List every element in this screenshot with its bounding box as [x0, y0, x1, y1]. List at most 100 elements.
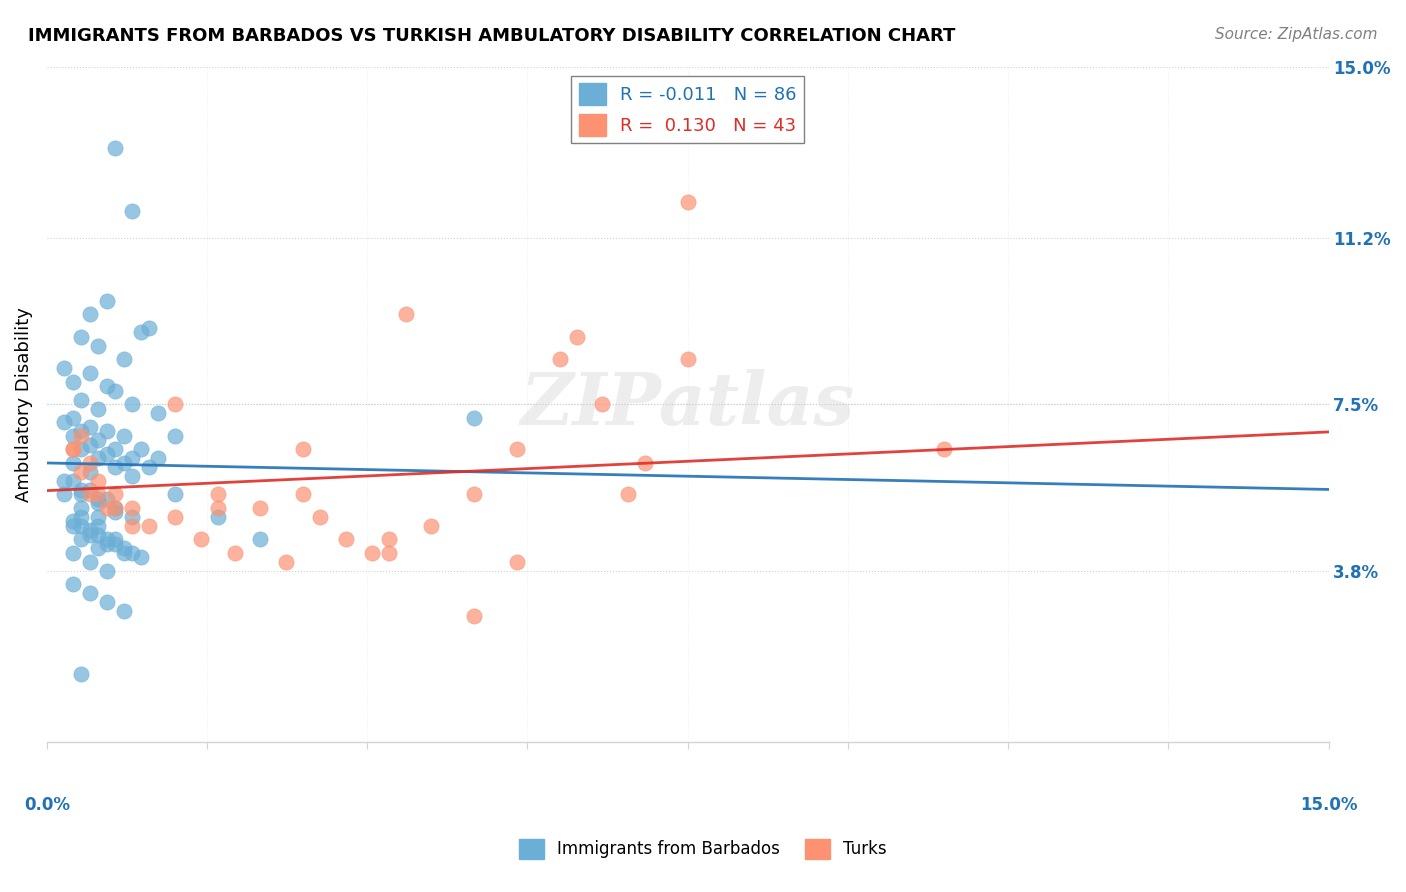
Point	[70, 509, 93, 524]
Point	[676, 194, 699, 209]
Point	[70, 424, 93, 438]
Point	[87, 527, 110, 541]
Point	[165, 487, 187, 501]
Point	[96, 424, 118, 438]
Point	[96, 564, 118, 578]
Point	[70, 487, 93, 501]
Point	[87, 491, 110, 506]
Y-axis label: Ambulatory Disability: Ambulatory Disability	[15, 307, 32, 501]
Point	[87, 509, 110, 524]
Point	[104, 442, 127, 456]
Point	[62, 546, 84, 560]
Point	[121, 469, 143, 483]
Point	[276, 555, 298, 569]
Point	[79, 465, 101, 479]
Point	[129, 550, 152, 565]
Point	[70, 532, 93, 546]
Point	[96, 293, 118, 308]
Point	[87, 474, 110, 488]
Point	[112, 428, 135, 442]
Point	[104, 532, 127, 546]
Point	[96, 447, 118, 461]
Point	[129, 442, 152, 456]
Point	[138, 320, 160, 334]
Point	[62, 456, 84, 470]
Point	[96, 532, 118, 546]
Point	[112, 541, 135, 555]
Point	[249, 500, 271, 515]
Point	[104, 460, 127, 475]
Point	[104, 487, 127, 501]
Point	[112, 456, 135, 470]
Point	[309, 509, 332, 524]
Point	[463, 410, 485, 425]
Point	[87, 487, 110, 501]
Point	[79, 527, 101, 541]
Point	[70, 500, 93, 515]
Point	[165, 509, 187, 524]
Point	[292, 442, 315, 456]
Point	[565, 329, 588, 343]
Point	[335, 532, 357, 546]
Point	[87, 451, 110, 466]
Point	[70, 465, 93, 479]
Point	[104, 500, 127, 515]
Point	[121, 500, 143, 515]
Point	[676, 352, 699, 367]
Point	[112, 352, 135, 367]
Point	[62, 442, 84, 456]
Point	[146, 406, 169, 420]
Point	[165, 428, 187, 442]
Point	[112, 604, 135, 618]
Point	[165, 397, 187, 411]
Point	[121, 546, 143, 560]
Point	[53, 415, 76, 429]
Point	[87, 518, 110, 533]
Point	[87, 541, 110, 555]
Point	[70, 667, 93, 681]
Point	[79, 555, 101, 569]
Point	[138, 460, 160, 475]
Point	[932, 442, 955, 456]
Point	[377, 532, 399, 546]
Point	[104, 500, 127, 515]
Text: ZIPatlas: ZIPatlas	[520, 368, 855, 440]
Point	[506, 442, 529, 456]
Point	[292, 487, 315, 501]
Point	[87, 496, 110, 510]
Point	[62, 514, 84, 528]
Text: 15.0%: 15.0%	[1299, 796, 1357, 814]
Point	[62, 428, 84, 442]
Point	[96, 536, 118, 550]
Point	[79, 419, 101, 434]
Text: 0.0%: 0.0%	[24, 796, 70, 814]
Point	[62, 474, 84, 488]
Point	[70, 392, 93, 407]
Point	[87, 401, 110, 416]
Point	[112, 546, 135, 560]
Point	[62, 442, 84, 456]
Point	[377, 546, 399, 560]
Point	[420, 518, 443, 533]
Point	[207, 509, 229, 524]
Point	[138, 518, 160, 533]
Point	[207, 487, 229, 501]
Point	[70, 428, 93, 442]
Point	[53, 474, 76, 488]
Point	[62, 518, 84, 533]
Point	[79, 366, 101, 380]
Point	[121, 451, 143, 466]
Point	[360, 546, 382, 560]
Point	[224, 546, 246, 560]
Point	[129, 325, 152, 339]
Point	[62, 577, 84, 591]
Point	[207, 500, 229, 515]
Point	[634, 456, 657, 470]
Point	[62, 37, 84, 51]
Text: Source: ZipAtlas.com: Source: ZipAtlas.com	[1215, 27, 1378, 42]
Point	[249, 532, 271, 546]
Point	[121, 203, 143, 218]
Point	[617, 487, 640, 501]
Point	[96, 491, 118, 506]
Point	[96, 595, 118, 609]
